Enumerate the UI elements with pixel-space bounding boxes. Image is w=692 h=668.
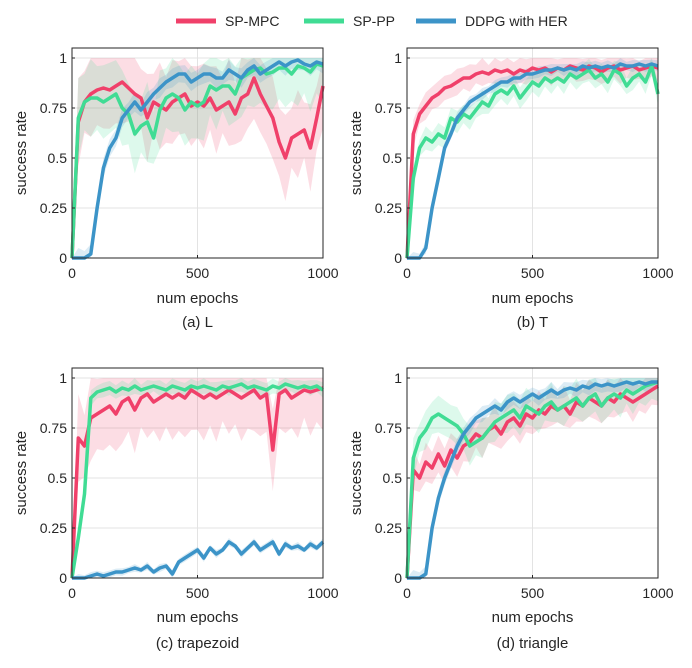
x-axis-label: num epochs xyxy=(492,290,574,307)
y-tick-label: 0 xyxy=(394,250,402,266)
y-axis-label: success rate xyxy=(13,431,30,515)
y-tick-label: 0.25 xyxy=(40,200,67,216)
x-tick-label: 1000 xyxy=(307,585,338,601)
band-ddpg-with-her xyxy=(72,58,323,258)
legend-label: SP-MPC xyxy=(225,13,279,29)
x-axis-label: num epochs xyxy=(157,609,239,626)
band-sp-pp xyxy=(72,378,323,578)
band-sp-pp xyxy=(407,58,658,258)
x-axis-label: num epochs xyxy=(492,609,574,626)
legend-label: DDPG with HER xyxy=(465,13,568,29)
x-tick-label: 0 xyxy=(68,585,76,601)
y-tick-label: 1 xyxy=(394,370,402,386)
y-tick-label: 0.75 xyxy=(40,420,67,436)
legend-label: SP-PP xyxy=(353,13,395,29)
legend-item: SP-PP xyxy=(304,13,395,29)
line-sp-mpc xyxy=(70,76,325,259)
line-sp-pp xyxy=(70,382,324,579)
y-tick-label: 0.75 xyxy=(375,420,402,436)
subplot-4: 0 0.25 0.5 0.75 1 0 500 1000 num epochs success r… xyxy=(348,367,674,652)
line-sp-mpc xyxy=(70,386,324,579)
legend: SP-MPC SP-PP DDPG with HER xyxy=(176,13,568,29)
y-tick-label: 0.75 xyxy=(40,100,67,116)
legend-item: DDPG with HER xyxy=(416,13,568,29)
line-ddpg-with-her xyxy=(407,380,658,580)
band-sp-mpc xyxy=(72,378,323,578)
x-tick-label: 1000 xyxy=(642,585,673,601)
line-sp-mpc xyxy=(405,384,659,579)
x-tick-label: 0 xyxy=(403,265,411,281)
y-axis-label: success rate xyxy=(348,111,365,195)
y-tick-label: 1 xyxy=(394,50,402,66)
x-tick-label: 1000 xyxy=(642,265,673,281)
subplot-1: 0 0.25 0.5 0.75 1 0 500 1000 num epochs success r… xyxy=(13,47,339,331)
x-tick-label: 1000 xyxy=(307,265,338,281)
y-tick-label: 1 xyxy=(59,50,67,66)
y-tick-label: 0 xyxy=(59,250,67,266)
line-ddpg-with-her xyxy=(72,58,324,260)
y-tick-label: 0.5 xyxy=(48,470,68,486)
line-ddpg-with-her xyxy=(72,540,325,580)
y-tick-label: 0.5 xyxy=(48,150,68,166)
line-sp-pp xyxy=(405,380,659,579)
line-sp-pp xyxy=(70,62,324,259)
y-tick-label: 0.75 xyxy=(375,100,402,116)
subplot-caption: (a) L xyxy=(182,314,213,331)
subplot-3: 0 0.25 0.5 0.75 1 0 500 1000 num epochs success r… xyxy=(13,367,339,652)
line-ddpg-with-her xyxy=(407,62,659,260)
y-tick-label: 1 xyxy=(59,370,67,386)
y-tick-label: 0 xyxy=(59,570,67,586)
subplot-caption: (d) triangle xyxy=(497,635,569,652)
y-tick-label: 0 xyxy=(394,570,402,586)
x-tick-label: 0 xyxy=(68,265,76,281)
x-tick-label: 0 xyxy=(403,585,411,601)
y-tick-label: 0.25 xyxy=(375,200,402,216)
y-axis-label: success rate xyxy=(13,111,30,195)
subplot-2: 0 0.25 0.5 0.75 1 0 500 1000 num epochs success r… xyxy=(348,47,674,331)
y-axis-label: success rate xyxy=(348,431,365,515)
y-tick-label: 0.25 xyxy=(375,520,402,536)
y-tick-label: 0.5 xyxy=(383,470,403,486)
band-sp-pp xyxy=(72,58,323,258)
band-sp-mpc xyxy=(72,58,323,258)
x-tick-label: 500 xyxy=(186,265,210,281)
y-tick-label: 0.5 xyxy=(383,150,403,166)
x-axis-label: num epochs xyxy=(157,290,239,307)
subplot-caption: (c) trapezoid xyxy=(156,635,239,652)
line-sp-pp xyxy=(405,64,660,259)
y-tick-label: 0.25 xyxy=(40,520,67,536)
x-tick-label: 500 xyxy=(521,585,545,601)
x-tick-label: 500 xyxy=(186,585,210,601)
subplot-caption: (b) T xyxy=(517,314,548,331)
legend-item: SP-MPC xyxy=(176,13,279,29)
x-tick-label: 500 xyxy=(521,265,545,281)
